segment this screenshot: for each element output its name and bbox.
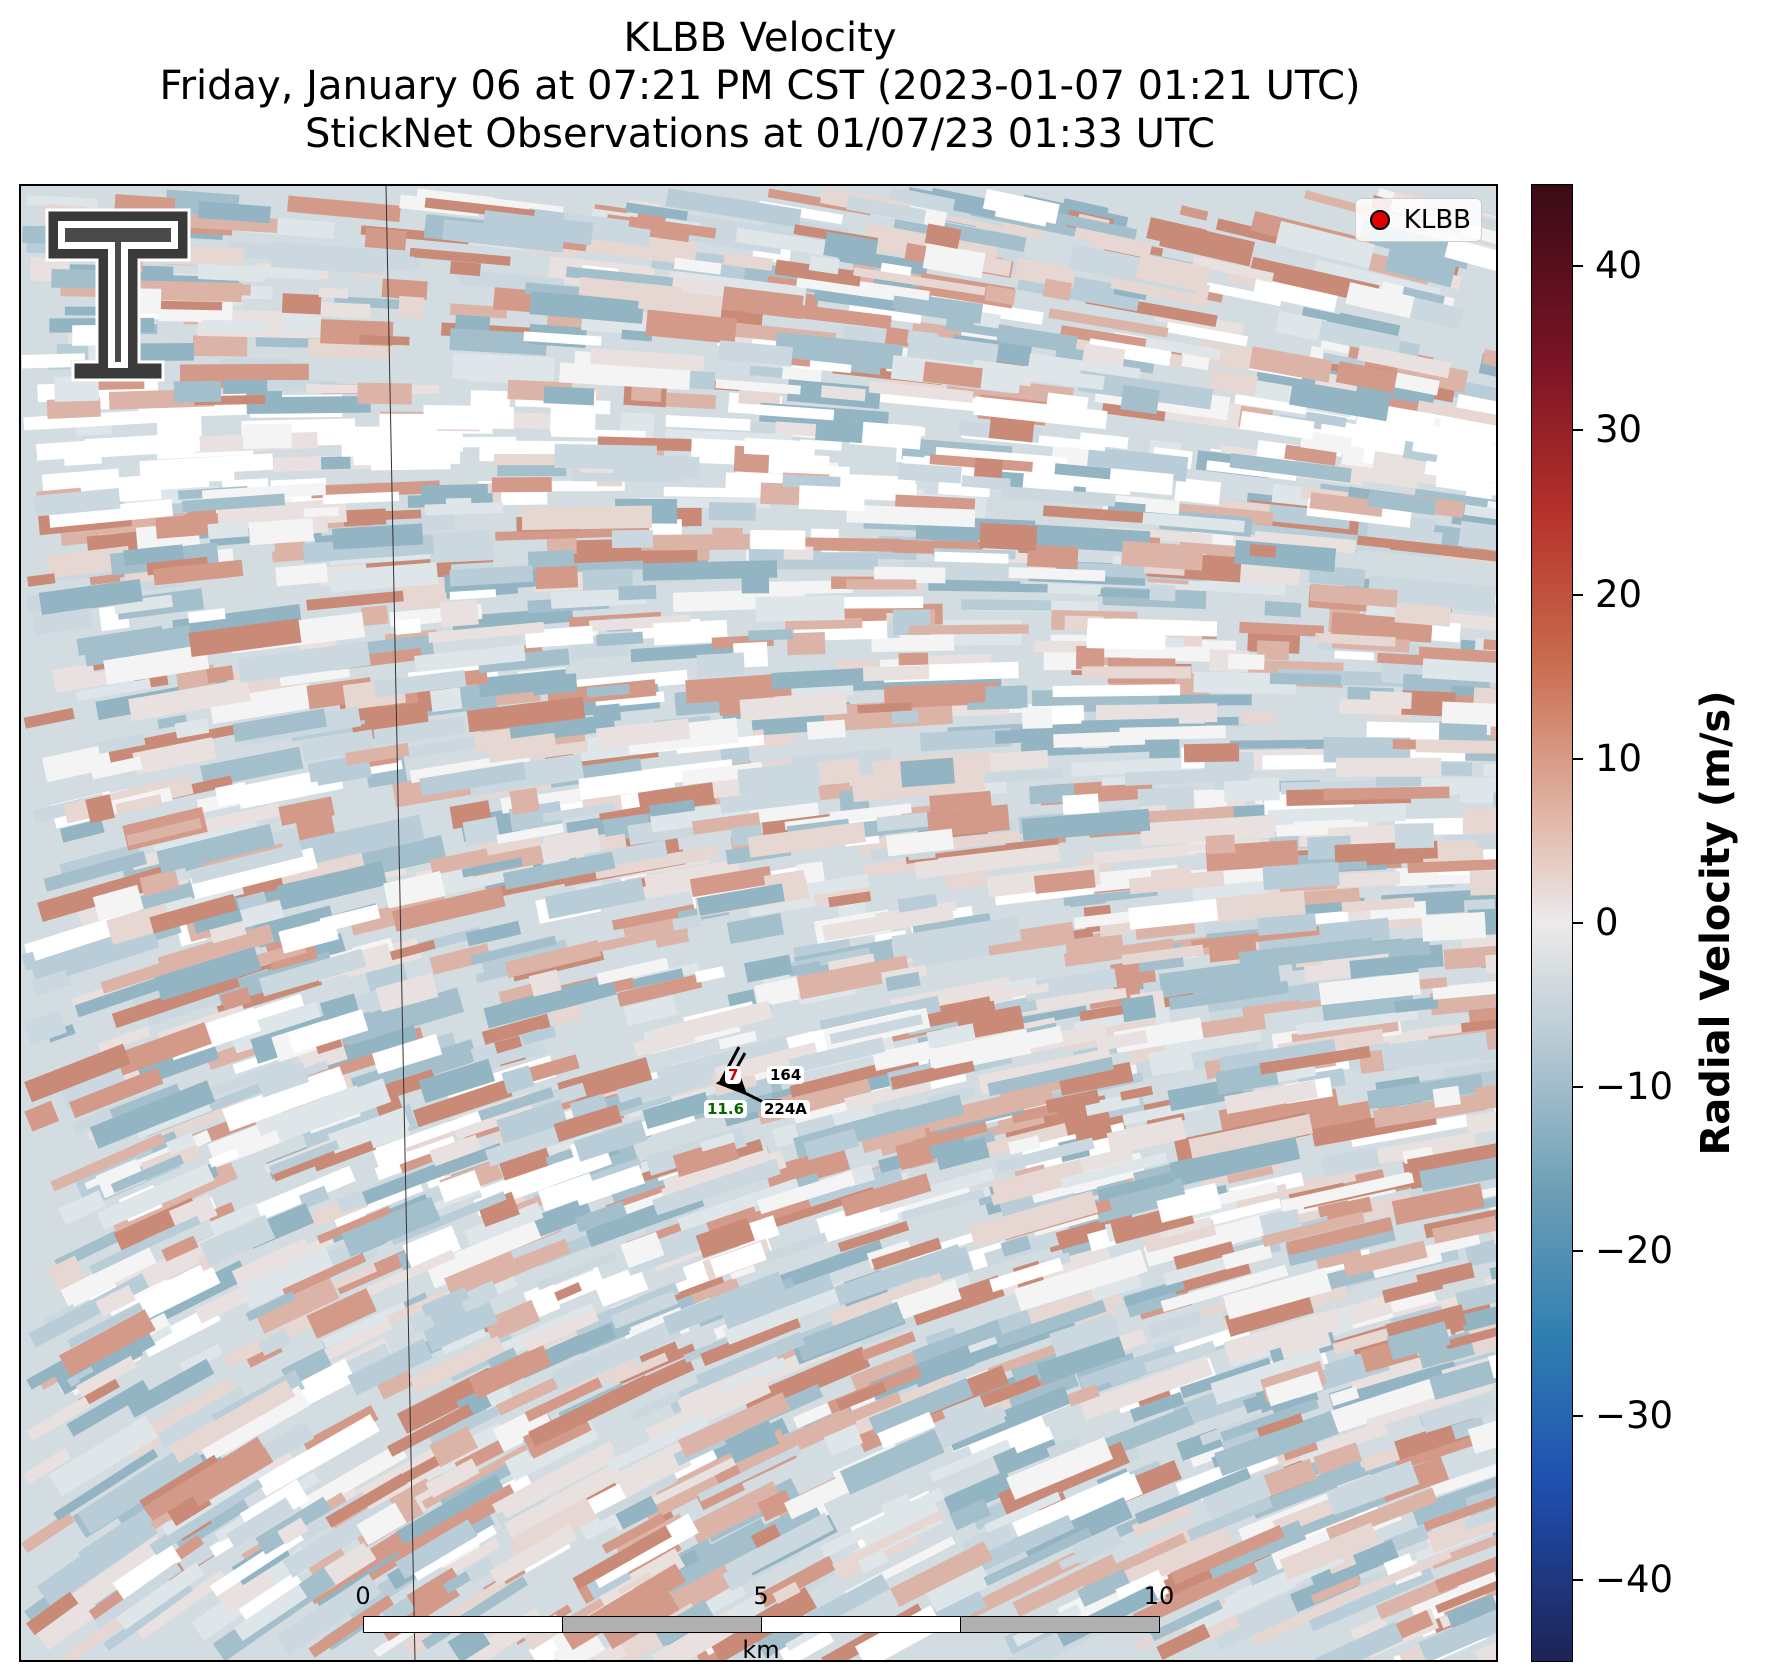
legend-label: KLBB <box>1403 205 1471 235</box>
station-224a-label[interactable]: 224A <box>761 1100 810 1118</box>
colorbar-tick-label: −20 <box>1595 1229 1674 1273</box>
klbb-marker-icon <box>1369 210 1390 230</box>
colorbar-tick-label: 0 <box>1595 901 1619 944</box>
scale-unit: km <box>742 1636 780 1662</box>
radar-map-panel[interactable]: KLBB 7 164 11.6 224A 0 5 10 km <box>19 184 1498 1662</box>
colorbar-tick-label: 40 <box>1595 244 1643 288</box>
colorbar-label: Radial Velocity (m/s) <box>1693 690 1739 1156</box>
title-line-2: Friday, January 06 at 07:21 PM CST (2023… <box>159 63 1361 109</box>
station-164-value: 7 <box>725 1066 742 1084</box>
station-224a-value: 11.6 <box>704 1100 748 1118</box>
texas-tech-double-t-logo <box>45 208 191 382</box>
velocity-colorbar <box>1531 184 1573 1662</box>
colorbar-tick-label: 10 <box>1595 736 1643 780</box>
colorbar-tick-label: −10 <box>1595 1065 1674 1109</box>
figure-title: KLBB Velocity Friday, January 06 at 07:2… <box>0 14 1520 158</box>
map-legend: KLBB <box>1354 198 1482 242</box>
scale-segment <box>562 1616 762 1633</box>
scale-label-10: 10 <box>1143 1582 1175 1610</box>
radar-velocity-field <box>21 186 1496 1660</box>
colorbar-ticks: 40 30 20 10 0 −10 −20 −30 −40 <box>1573 184 1713 1662</box>
title-line-1: KLBB Velocity <box>623 15 897 61</box>
colorbar-tick-label: 20 <box>1595 572 1643 616</box>
colorbar-tick-label: 30 <box>1595 408 1643 452</box>
scale-label-5: 5 <box>753 1582 769 1610</box>
title-line-3: StickNet Observations at 01/07/23 01:33 … <box>305 111 1215 157</box>
colorbar-tick-label: −30 <box>1595 1393 1674 1437</box>
station-164-label[interactable]: 164 <box>767 1066 805 1084</box>
scale-segment <box>761 1616 961 1633</box>
scale-segment <box>363 1616 563 1633</box>
scale-bar: 0 5 10 km <box>355 1582 1174 1662</box>
scale-segment <box>960 1616 1160 1633</box>
colorbar-tick-label: −40 <box>1595 1557 1674 1601</box>
scale-label-0: 0 <box>355 1582 371 1610</box>
